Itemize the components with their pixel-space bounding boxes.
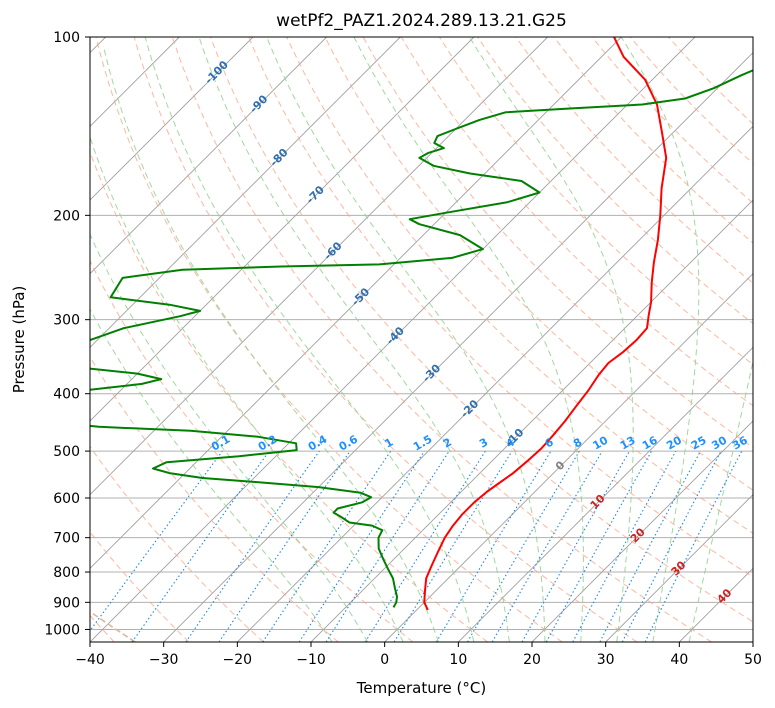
mixing-ratio-line — [572, 450, 677, 642]
isotherm-line — [605, 494, 753, 642]
y-tick-label: 600 — [53, 491, 80, 507]
x-tick-label: −40 — [75, 652, 105, 668]
moist-adiabat — [90, 232, 369, 642]
moist-adiabat — [266, 37, 546, 642]
dry-adiabat — [477, 37, 753, 325]
mixing-ratio-line — [218, 450, 351, 642]
dry-adiabat — [210, 37, 753, 623]
isotherm-line — [90, 37, 696, 642]
dry-adiabat — [171, 37, 712, 642]
mixing-ratio-line — [467, 450, 580, 642]
moist-adiabat — [90, 308, 333, 642]
moist-adiabat — [90, 135, 404, 642]
mixing-ratio-line — [325, 450, 450, 642]
mixing-ratio-line — [90, 450, 223, 632]
y-tick-label: 200 — [53, 208, 80, 224]
dry-adiabat — [248, 37, 753, 578]
mixing-ratio-line — [435, 450, 552, 642]
moist-adiabat — [688, 358, 753, 642]
x-tick-label: 30 — [597, 652, 615, 668]
dry-adiabat — [90, 445, 264, 642]
y-axis-label: Pressure (hPa) — [10, 286, 28, 394]
mixing-ratio-line — [491, 450, 603, 642]
y-tick-label: 400 — [53, 387, 80, 403]
dry-adiabat — [362, 37, 753, 449]
mixing-ratio-line — [364, 450, 486, 642]
x-tick-label: −20 — [223, 652, 253, 668]
moist-adiabat — [620, 37, 700, 642]
isotherm-line — [237, 125, 753, 642]
dewpoint-profile-line — [90, 69, 753, 608]
x-tick-label: −30 — [149, 652, 179, 668]
x-tick-label: 20 — [523, 652, 541, 668]
moist-adiabat — [144, 37, 475, 642]
isotherm-line — [531, 420, 753, 642]
mixing-ratio-line — [521, 450, 630, 642]
dry-adiabat — [591, 37, 753, 204]
y-tick-label: 800 — [53, 565, 80, 581]
dry-adiabat — [400, 37, 753, 407]
isotherm-line — [90, 37, 475, 422]
y-tick-label: 100 — [53, 30, 80, 46]
dry-adiabat — [629, 37, 753, 165]
plot-frame — [89, 36, 754, 643]
isotherm-line — [90, 37, 254, 201]
dry-adiabat — [133, 37, 638, 642]
mixing-ratio-line — [185, 450, 320, 642]
x-tick-label: 40 — [670, 652, 688, 668]
x-tick-label: 10 — [449, 652, 467, 668]
plot-area — [90, 37, 753, 642]
x-tick-label: 0 — [380, 652, 389, 668]
isotherm-line — [458, 346, 753, 642]
mixing-ratio-line — [545, 450, 653, 642]
dry-adiabat — [95, 37, 563, 642]
dry-adiabat — [90, 259, 414, 642]
mixing-ratio-line — [393, 450, 513, 642]
y-tick-label: 300 — [53, 313, 80, 329]
isotherm-line — [752, 641, 753, 642]
isotherm-line — [90, 37, 622, 569]
isotherm-line — [90, 37, 548, 496]
isotherm-line — [163, 52, 753, 642]
x-tick-label: 50 — [744, 652, 762, 668]
chart-title: wetPf2_PAZ1.2024.289.13.21.G25 — [276, 11, 567, 31]
y-tick-label: 1000 — [44, 622, 80, 638]
moist-adiabat — [353, 37, 584, 642]
x-axis-label: Temperature (°C) — [356, 679, 486, 697]
isotherm-line — [90, 37, 327, 275]
y-tick-label: 900 — [53, 595, 80, 611]
mixing-ratio-line — [131, 450, 270, 642]
x-tick-label: −10 — [296, 652, 326, 668]
dry-adiabat — [515, 37, 753, 284]
moist-adiabat — [103, 49, 439, 642]
moist-adiabat — [198, 37, 510, 642]
isotherm-line — [384, 273, 753, 642]
isotherm-line — [90, 37, 401, 348]
dry-adiabat — [324, 37, 753, 491]
temperature-profile-line — [423, 37, 668, 611]
y-tick-label: 700 — [53, 531, 80, 547]
y-tick-label: 500 — [53, 444, 80, 460]
